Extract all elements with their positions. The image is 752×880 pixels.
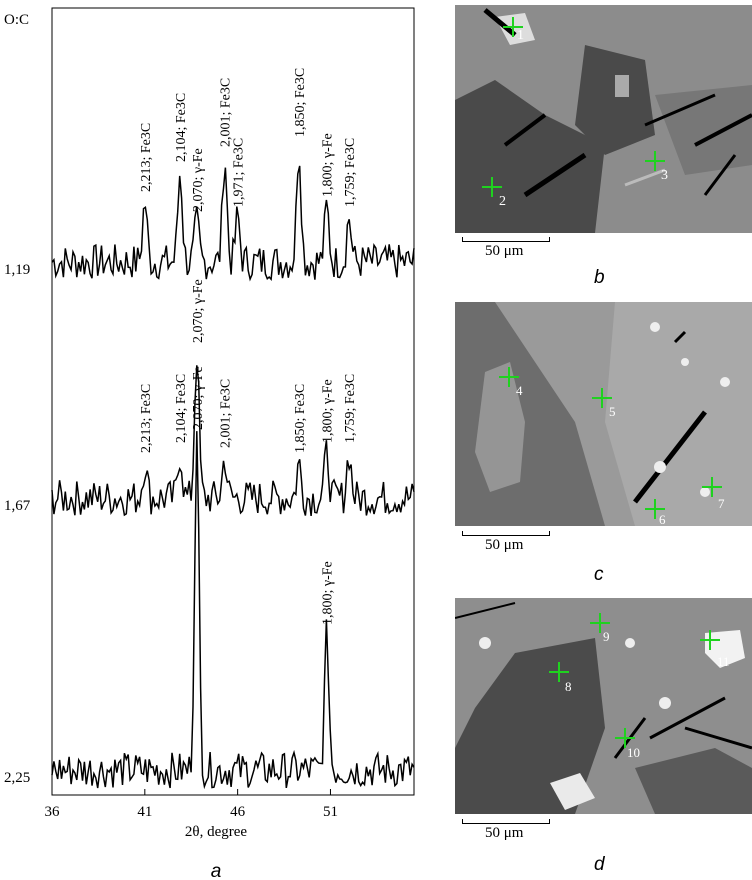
peak-label-1-3: 2,070; γ-Fe [191, 148, 206, 212]
x-tick-label-36: 36 [45, 804, 61, 820]
marker-layer-d: 8 9 10 11 [549, 613, 730, 760]
svg-text:6: 6 [659, 512, 666, 526]
x-tick-label-41: 41 [137, 804, 152, 820]
scale-label-b: 50 μm [485, 243, 524, 259]
peak-label-1-4: 2,001; Fe3C [219, 78, 234, 147]
xrd-traces [51, 165, 415, 790]
svg-text:3: 3 [661, 168, 668, 183]
panel-label-b: b [594, 267, 605, 288]
xrd-trace-1 [51, 165, 415, 282]
xrd-trace-2 [51, 365, 415, 517]
marker-7: 7 [702, 477, 725, 511]
svg-text:9: 9 [603, 629, 610, 644]
marker-2: 2 [482, 177, 506, 209]
marker-11: 11 [700, 630, 730, 669]
svg-text:1: 1 [517, 28, 524, 43]
peak-label-2-3: 2,070; γ-Fe [191, 279, 206, 343]
peak-label-2-4: 2,001; Fe3C [219, 379, 234, 448]
peak-label-2-7: 1,759; Fe3C [343, 374, 358, 443]
svg-text:7: 7 [718, 496, 725, 511]
panel-label-d: d [594, 854, 605, 875]
svg-text:10: 10 [627, 745, 640, 760]
svg-text:2: 2 [499, 194, 506, 209]
scale-bar-d [462, 819, 550, 824]
plot-frame [51, 7, 415, 796]
series-label-1: 1,19 [4, 262, 30, 278]
panel-label-c: c [594, 564, 604, 585]
marker-1: 1 [503, 17, 524, 43]
y-axis-title: O:C [4, 12, 29, 28]
peak-label-2-5: 1,850; Fe3C [293, 384, 308, 453]
marker-layer-c: 4 5 6 7 [499, 367, 725, 526]
peak-label-3-2: 1,800; γ-Fe [321, 561, 336, 625]
peak-label-1-5: 1,971; Fe3C [232, 138, 247, 207]
peak-label-2-2: 2,104; Fe3C [174, 374, 189, 443]
scale-label-d: 50 μm [485, 825, 524, 841]
marker-layer-b: 1 2 3 [482, 17, 668, 209]
scale-label-c: 50 μm [485, 537, 524, 553]
marker-10: 10 [615, 728, 640, 760]
scale-bar-c [462, 531, 550, 536]
micrograph-b: 1 2 3 50 μm b [455, 5, 752, 288]
peak-label-1-6: 1,850; Fe3C [293, 68, 308, 137]
svg-text:11: 11 [717, 654, 730, 669]
x-tick-label-46: 46 [230, 804, 246, 820]
peak-label-3-1: 2,070; γ-Fe [191, 366, 206, 430]
series-labels: 1,19 1,67 2,25 [4, 262, 31, 786]
marker-9: 9 [590, 613, 610, 644]
x-tick-label-51: 51 [323, 804, 338, 820]
peak-label-1-2: 2,104; Fe3C [174, 93, 189, 162]
svg-text:5: 5 [609, 404, 616, 419]
micrograph-c: 4 5 6 7 50 μm c [455, 302, 752, 592]
xrd-trace-3 [51, 431, 415, 790]
xrd-chart: O:C 2θ, degree 36 41 46 51 1,19 1,67 2,25 2,2… [4, 7, 415, 880]
sem-image-d [455, 598, 752, 814]
marker-4: 4 [499, 367, 523, 398]
panel-label-a: a [211, 861, 222, 880]
peak-label-1-8: 1,759; Fe3C [343, 138, 358, 207]
marker-8: 8 [549, 662, 572, 694]
peak-label-1-7: 1,800; γ-Fe [321, 133, 336, 197]
scale-bar-b [462, 237, 550, 242]
marker-5: 5 [592, 388, 616, 419]
series-label-2: 1,67 [4, 498, 31, 514]
series-label-3: 2,25 [4, 770, 30, 786]
svg-text:8: 8 [565, 679, 572, 694]
x-ticks: 36 41 46 51 [45, 789, 338, 820]
micrograph-d: 8 9 10 11 50 μm d [455, 598, 752, 880]
peak-label-2-6: 1,800; γ-Fe [321, 379, 336, 443]
marker-6: 6 [645, 499, 666, 526]
svg-text:4: 4 [516, 383, 523, 398]
peak-label-2-1: 2,213; Fe3C [139, 384, 154, 453]
peak-label-1-1: 2,213; Fe3C [139, 123, 154, 192]
marker-3: 3 [645, 151, 668, 183]
x-axis-title: 2θ, degree [185, 824, 247, 840]
sem-image-c [455, 302, 752, 526]
